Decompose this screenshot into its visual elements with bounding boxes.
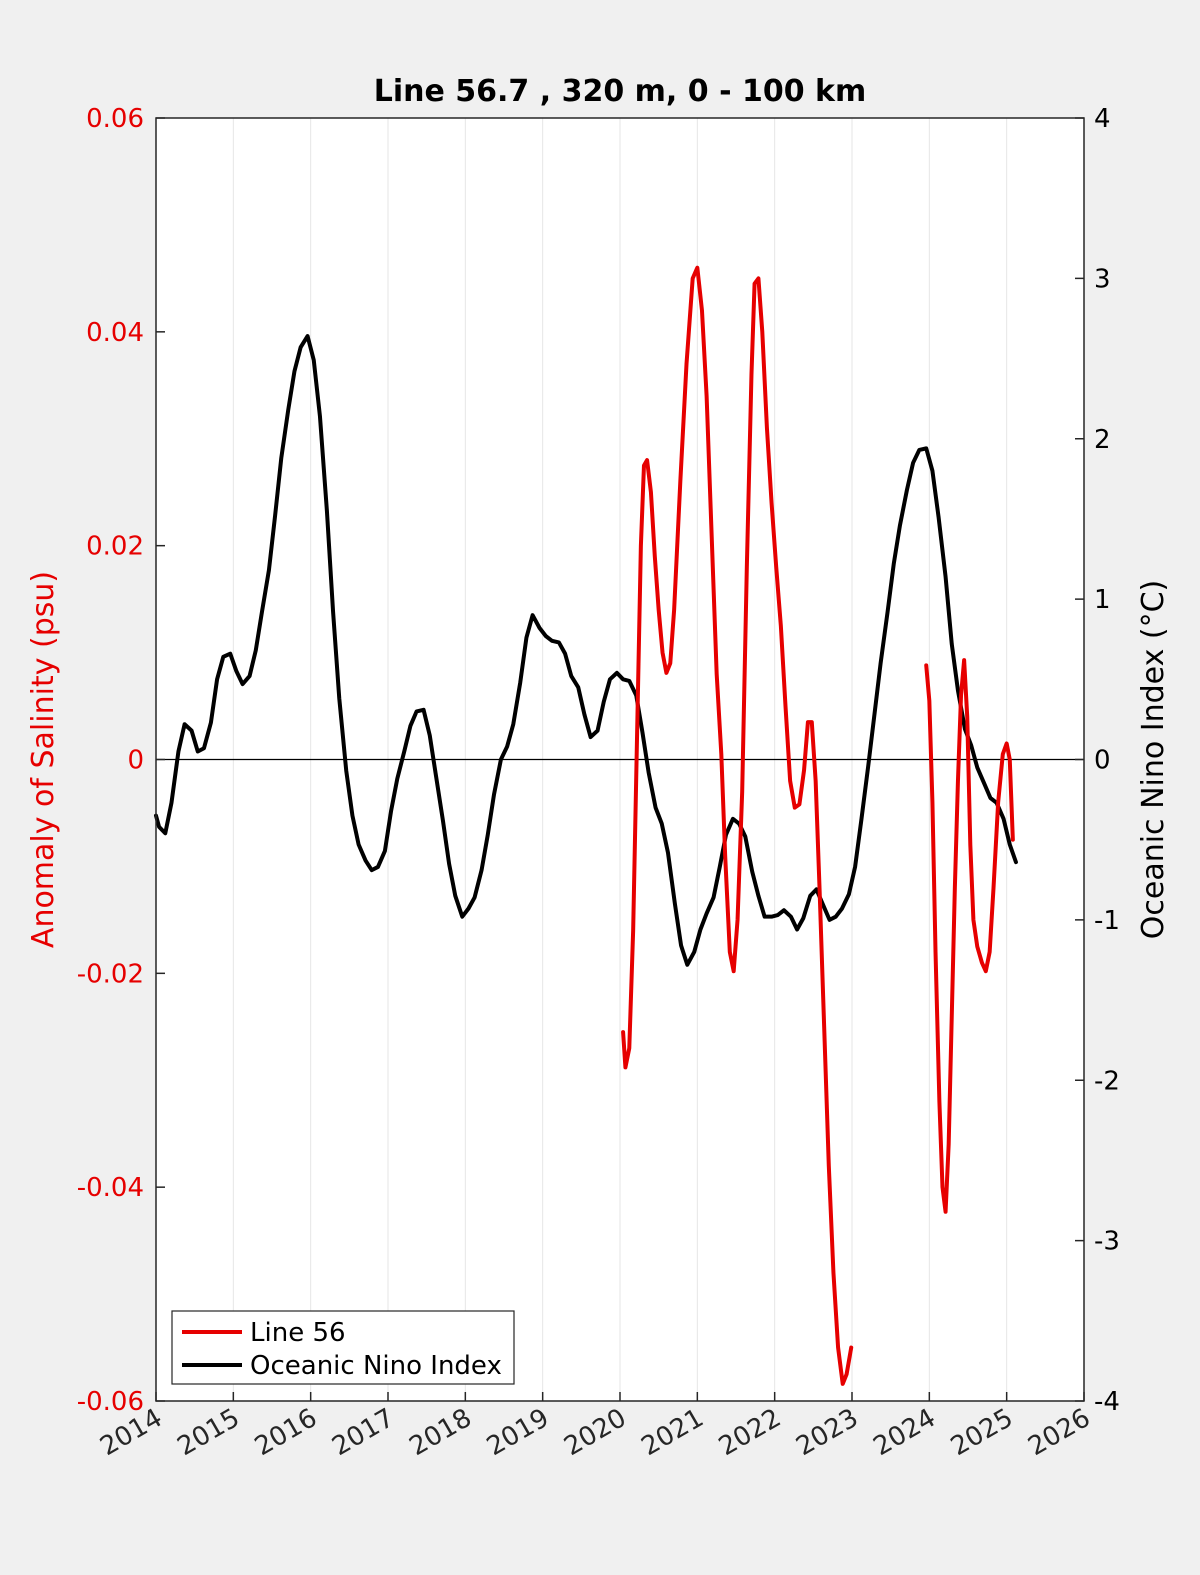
y-right-tick-label: 1: [1094, 585, 1111, 615]
y-left-tick-label: -0.02: [77, 959, 144, 989]
y-axis-left-label: Anomaly of Salinity (psu): [26, 571, 61, 948]
series-line-oceanic-nino-index: [154, 334, 1018, 967]
series-line-line-56-segment-2: [924, 658, 1015, 1214]
legend-box: [171, 1310, 515, 1385]
y-right-tick-label: -2: [1094, 1066, 1120, 1096]
series-layer: [154, 265, 1018, 1386]
y-axis-right-label: Oceanic Nino Index (°C): [1136, 580, 1171, 940]
y-right-tick-label: -4: [1094, 1387, 1120, 1417]
y-left-tick-label: 0.06: [86, 104, 144, 134]
y-left-tick-label: 0.04: [86, 318, 144, 348]
y-left-tick-label: -0.04: [77, 1173, 144, 1203]
chart-title: Line 56.7 , 320 m, 0 - 100 km: [374, 74, 867, 109]
legend-label-oceanic-nino-index: Oceanic Nino Index: [250, 1351, 502, 1381]
legend-label-line-56: Line 56: [250, 1318, 346, 1348]
y-right-tick-label: 0: [1094, 746, 1111, 776]
y-left-tick-label: 0: [127, 746, 144, 776]
y-left-tick-label: -0.06: [77, 1387, 144, 1417]
y-right-tick-label: 4: [1094, 104, 1111, 134]
y-right-tick-label: 2: [1094, 425, 1111, 455]
series-line-line-56-segment-1: [621, 265, 854, 1386]
y-left-tick-label: 0.02: [86, 532, 144, 562]
y-right-tick-label: 3: [1094, 264, 1111, 294]
y-right-tick-label: -1: [1094, 906, 1120, 936]
y-right-tick-label: -3: [1094, 1227, 1120, 1257]
legend: Line 56 Oceanic Nino Index: [171, 1310, 515, 1385]
